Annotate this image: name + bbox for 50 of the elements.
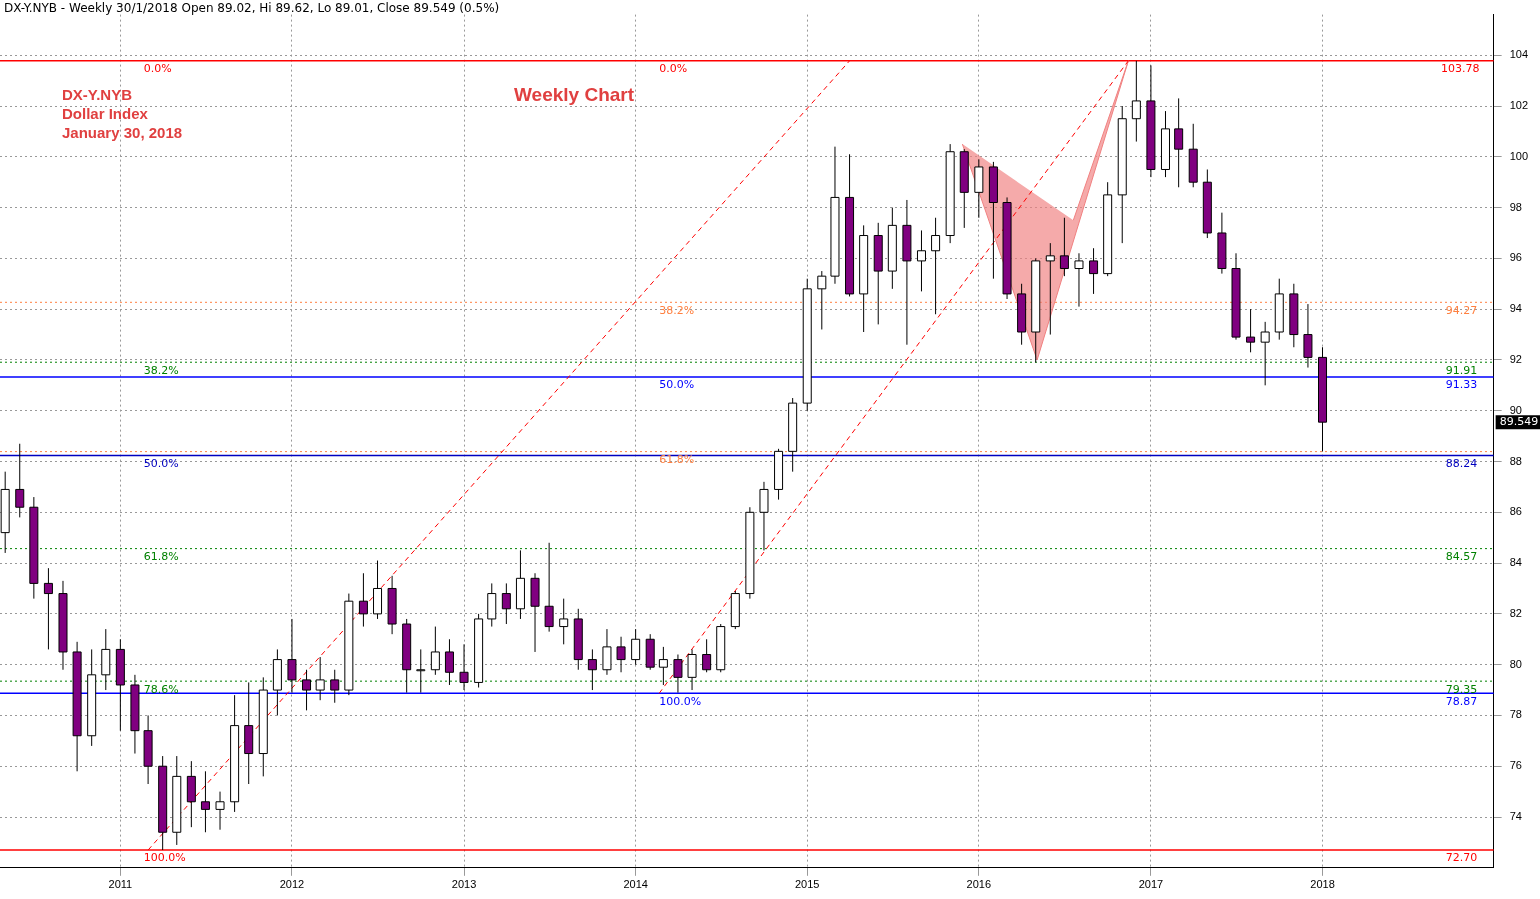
annotation: 78.6%: [143, 682, 179, 696]
annotation: 88.24: [1445, 456, 1478, 470]
annotation: 50.0%: [143, 456, 179, 470]
annotation: 61.8%: [143, 549, 179, 563]
annotation: 38.2%: [659, 303, 695, 317]
y-tick-label: 104: [1509, 48, 1529, 61]
x-tick-label: 2013: [451, 878, 477, 891]
y-tick-label: 100: [1509, 149, 1529, 162]
y-tick-label: 92: [1509, 352, 1522, 365]
y-tick-label: 78: [1509, 708, 1522, 721]
annotation: 91.33: [1445, 378, 1478, 392]
y-tick-label: 82: [1509, 606, 1522, 619]
y-tick-label: 76: [1509, 759, 1522, 772]
annotation: 100.0%: [659, 694, 702, 708]
y-tick-label: 96: [1509, 251, 1522, 264]
y-tick-label: 84: [1509, 556, 1522, 569]
y-tick-label: 86: [1509, 505, 1522, 518]
text: Weekly Chart: [514, 84, 635, 106]
text: 89.549: [1499, 415, 1539, 429]
annotation: 50.0%: [659, 378, 695, 392]
annotation: 91.91: [1445, 363, 1478, 377]
annotation: 84.57: [1445, 549, 1478, 563]
annotation: 78.87: [1445, 694, 1478, 708]
x-tick-label: 2011: [108, 878, 133, 891]
chart-title: DX-Y.NYB - Weekly 30/1/2018 Open 89.02, Hi 89.62, Lo 89.01, Close 89.549 (0.5%): [4, 1, 500, 16]
annotation: DX-Y.NYB: [62, 86, 133, 104]
annotation: 100.0%: [143, 851, 186, 865]
annotation: 94.27: [1445, 303, 1478, 317]
annotation: 0.0%: [659, 62, 688, 76]
x-tick-label: 2015: [794, 878, 820, 891]
annotation: 72.70: [1445, 851, 1478, 865]
x-tick-label: 2014: [623, 878, 648, 891]
annotation: 0.0%: [143, 62, 172, 76]
annotation: Dollar Index: [62, 105, 149, 123]
annotation: 79.35: [1445, 682, 1478, 696]
y-tick-label: 80: [1509, 657, 1522, 670]
x-tick-label: 2017: [1138, 878, 1164, 891]
y-tick-label: 94: [1509, 302, 1522, 315]
x-tick-label: 2018: [1310, 878, 1335, 891]
annotation: 103.78: [1440, 62, 1480, 76]
annotation: January 30, 2018: [62, 124, 183, 142]
annotation: 61.8%: [659, 452, 695, 466]
y-tick-label: 98: [1509, 200, 1522, 213]
x-tick-label: 2012: [279, 878, 305, 891]
x-tick-label: 2016: [966, 878, 992, 891]
y-tick-label: 90: [1509, 403, 1522, 416]
y-tick-label: 74: [1509, 810, 1522, 823]
y-tick-label: 88: [1509, 454, 1522, 467]
y-tick-label: 102: [1509, 99, 1529, 112]
annotation: 38.2%: [143, 363, 179, 377]
